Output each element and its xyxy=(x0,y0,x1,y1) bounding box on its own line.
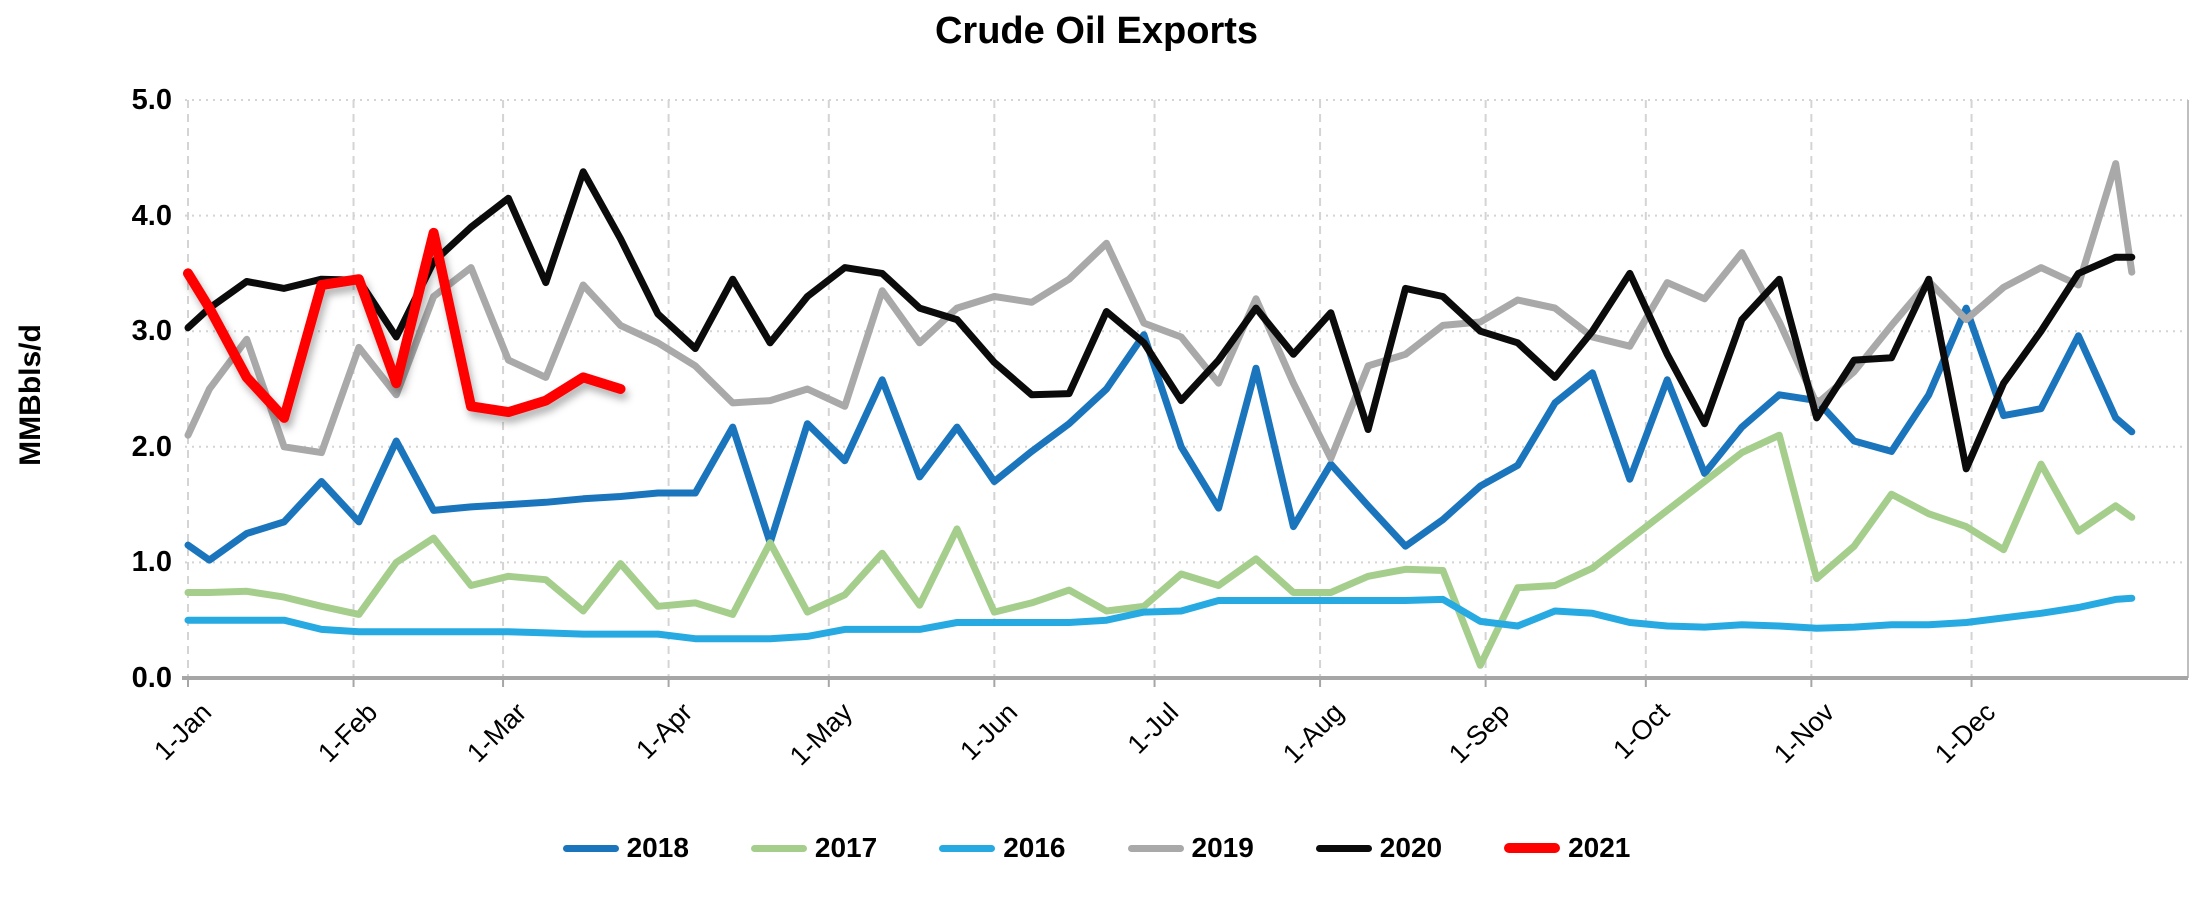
y-tick-label: 5.0 xyxy=(131,84,172,116)
legend-item-2017: 2017 xyxy=(750,832,878,864)
legend-label: 2019 xyxy=(1191,832,1254,863)
series-line-2016 xyxy=(184,594,2136,643)
y-tick-label: 1.0 xyxy=(131,546,172,579)
legend-label: 2016 xyxy=(1003,832,1066,863)
legend-label: 2017 xyxy=(814,832,878,863)
series-line-2021 xyxy=(183,227,626,423)
legend: 2018 2017 2016 2019 2020 2021 xyxy=(0,832,2193,864)
series-line-2020 xyxy=(184,168,2136,473)
legend-item-2021: 2021 xyxy=(1504,832,1630,864)
legend-item-2019: 2019 xyxy=(1127,832,1254,864)
legend-item-2018: 2018 xyxy=(562,832,689,864)
legend-label: 2018 xyxy=(626,832,689,863)
legend-swatch-2019 xyxy=(1127,844,1184,852)
legend-swatch-2016 xyxy=(939,844,996,852)
legend-swatch-2020 xyxy=(1315,844,1372,852)
legend-item-2016: 2016 xyxy=(939,832,1066,864)
y-tick-label: 4.0 xyxy=(131,199,172,232)
legend-item-2020: 2020 xyxy=(1315,832,1443,864)
series-line-2018 xyxy=(184,304,2136,564)
y-tick-label: 0.0 xyxy=(131,662,172,694)
y-tick-label: 2.0 xyxy=(131,430,172,463)
series-line-2019 xyxy=(184,160,2136,462)
series-line-2017 xyxy=(184,431,2136,669)
legend-label: 2020 xyxy=(1379,832,1443,863)
legend-swatch-2018 xyxy=(562,844,619,852)
chart-title: Crude Oil Exports xyxy=(934,10,1259,52)
legend-label: 2021 xyxy=(1568,832,1631,863)
y-tick-label: 3.0 xyxy=(131,315,172,348)
legend-swatch-2017 xyxy=(750,844,807,852)
legend-swatch-2021 xyxy=(1504,843,1561,853)
